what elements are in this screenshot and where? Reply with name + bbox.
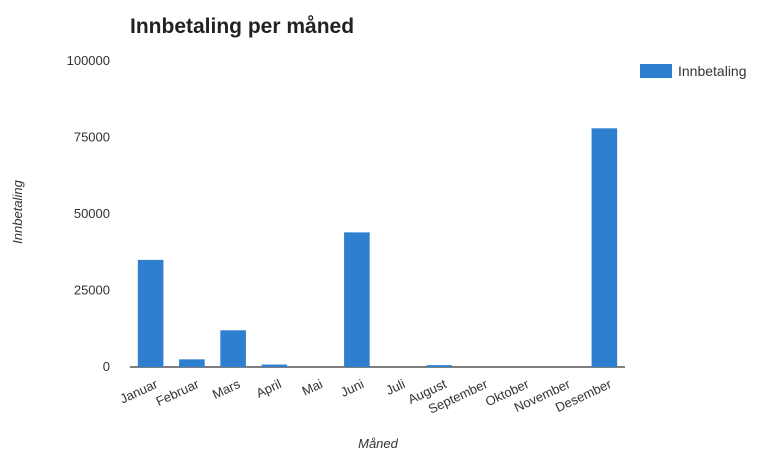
y-tick-label: 100000 — [67, 53, 110, 68]
x-axis-label: Måned — [358, 436, 399, 451]
bar-desember — [591, 128, 618, 367]
legend-label: Innbetaling — [678, 63, 747, 79]
x-tick-label: Januar — [118, 376, 161, 407]
x-tick-label: Mai — [300, 376, 325, 398]
y-axis-label: Innbetaling — [10, 179, 25, 243]
y-tick-label: 25000 — [74, 283, 110, 298]
x-tick-label: Juli — [383, 376, 407, 398]
bar-august — [426, 365, 453, 367]
bar-mars — [220, 330, 246, 367]
y-axis-ticks: 0 25000 50000 75000 100000 — [67, 53, 110, 374]
y-tick-label: 75000 — [74, 130, 110, 145]
y-tick-label: 50000 — [74, 206, 110, 221]
x-tick-label: April — [254, 376, 284, 401]
chart-title: Innbetaling per måned — [130, 15, 354, 38]
x-tick-label: Mars — [210, 376, 243, 402]
bar-april — [261, 364, 288, 367]
x-tick-label: Juni — [338, 376, 366, 400]
y-tick-label: 0 — [103, 359, 110, 374]
bar-januar — [137, 259, 164, 367]
bar-juni — [344, 232, 370, 367]
legend-swatch — [640, 64, 672, 78]
legend: Innbetaling — [640, 63, 747, 79]
bars — [137, 128, 618, 367]
x-tick-label: Februar — [154, 376, 202, 409]
bar-februar — [179, 359, 205, 367]
